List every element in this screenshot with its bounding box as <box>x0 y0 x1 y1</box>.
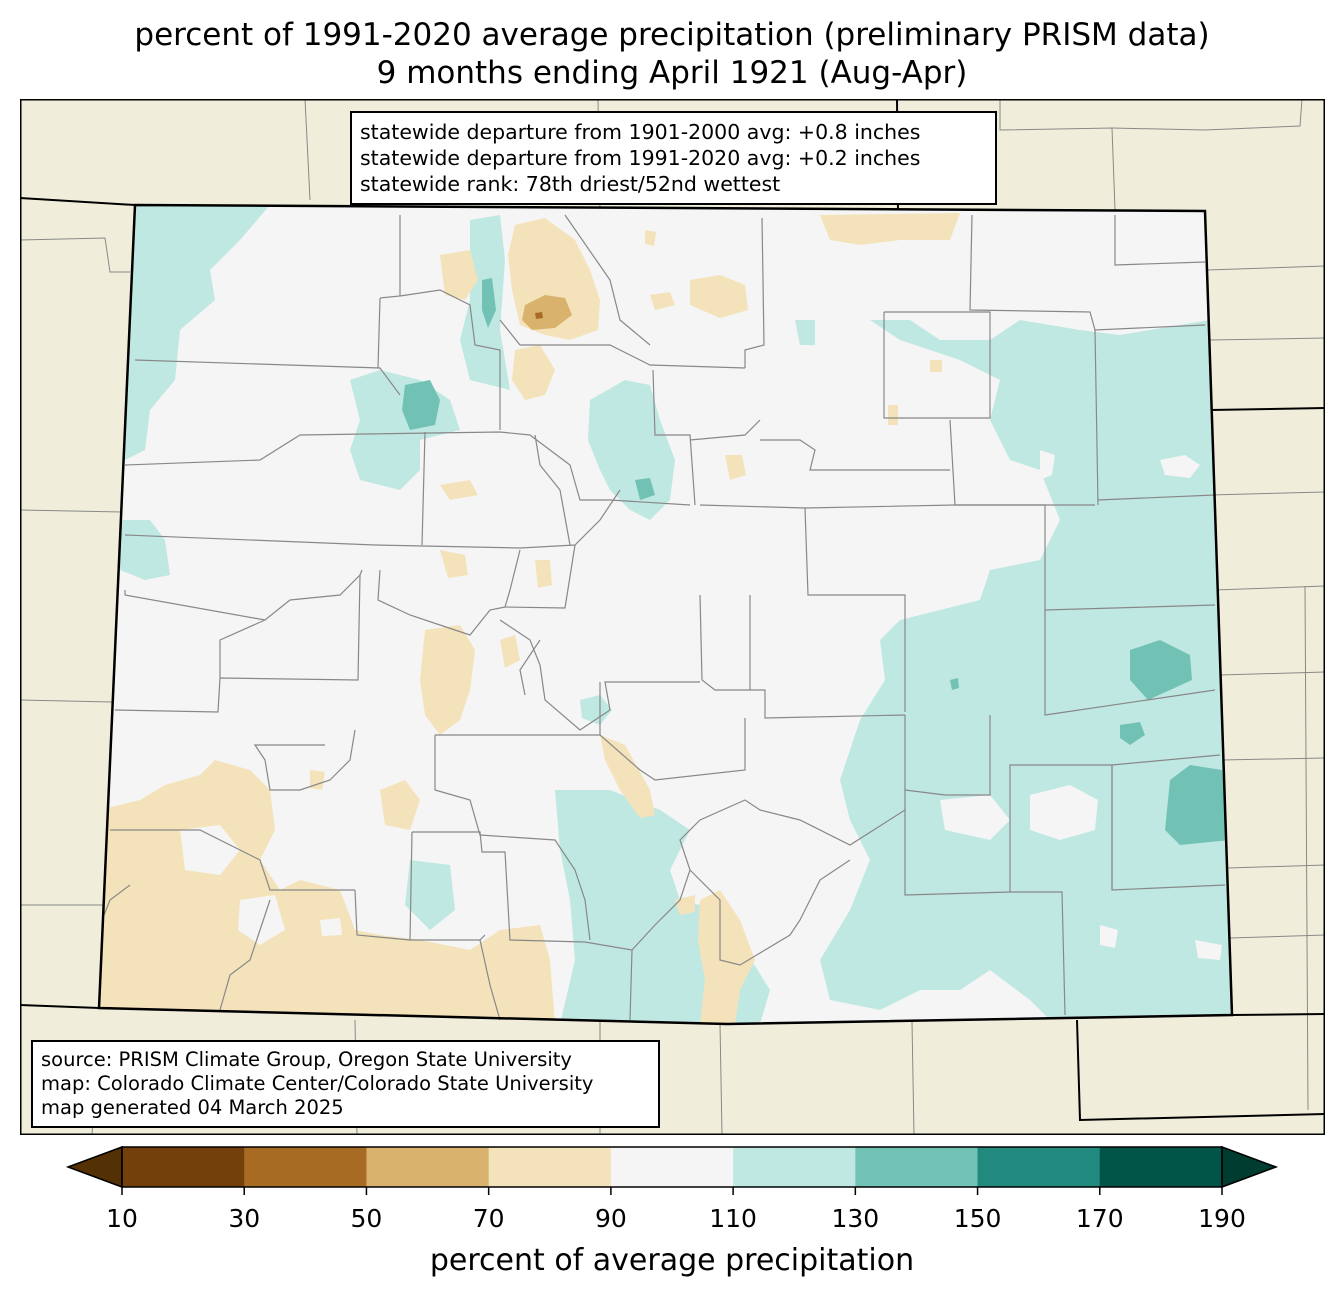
source-line-map: map: Colorado Climate Center/Colorado St… <box>41 1072 594 1095</box>
source-box: source: PRISM Climate Group, Oregon Stat… <box>31 1040 660 1128</box>
colorbar-tick-label: 30 <box>228 1204 261 1233</box>
colorbar-segment <box>366 1147 490 1187</box>
stats-line-1901-2000: statewide departure from 1901-2000 avg: … <box>360 120 921 144</box>
colorbar-segment <box>488 1147 612 1187</box>
colorbar-tick-label: 150 <box>953 1204 1002 1233</box>
colorbar-label: percent of average precipitation <box>429 1243 915 1278</box>
colorbar <box>65 1145 1279 1195</box>
colorbar-segment <box>244 1147 367 1187</box>
colorbar-tick-label: 170 <box>1075 1204 1124 1233</box>
colorbar-tick-label: 70 <box>472 1204 505 1233</box>
map-subtitle: 9 months ending April 1921 (Aug-Apr) <box>376 55 968 91</box>
colorbar-tick-label: 10 <box>106 1204 138 1233</box>
colorbar-outline <box>121 1146 1223 1188</box>
colorbar-tick-label: 130 <box>831 1204 880 1233</box>
colorbar-under-arrow <box>65 1145 123 1189</box>
colorbar-segment <box>610 1147 734 1187</box>
colorbar-segment <box>855 1147 979 1187</box>
precipitation-map <box>20 99 1325 1135</box>
colorbar-segment <box>733 1147 856 1187</box>
colorbar-over-arrow <box>1221 1145 1279 1189</box>
colorbar-segment <box>1099 1147 1223 1187</box>
source-line-generated: map generated 04 March 2025 <box>41 1096 344 1119</box>
colorbar-tick-label: 110 <box>709 1204 757 1233</box>
precip-anomaly-fill <box>99 205 1232 1024</box>
colorbar-tick-label: 190 <box>1198 1204 1246 1233</box>
statewide-stats-box: statewide departure from 1901-2000 avg: … <box>350 111 997 205</box>
colorbar-segment <box>977 1147 1101 1187</box>
colorbar-tick-label: 90 <box>594 1204 627 1233</box>
source-line-prism: source: PRISM Climate Group, Oregon Stat… <box>41 1048 572 1071</box>
stats-line-1991-2020: statewide departure from 1991-2020 avg: … <box>360 146 921 170</box>
map-frame <box>20 99 1325 1135</box>
stats-line-rank: statewide rank: 78th driest/52nd wettest <box>360 172 781 196</box>
colorbar-segment <box>122 1147 245 1187</box>
colorbar-tick-label: 50 <box>350 1204 383 1233</box>
colorado-county-lines <box>103 214 1226 1021</box>
map-title: percent of 1991-2020 average precipitati… <box>134 17 1210 53</box>
colorado-border <box>97 203 1234 1026</box>
